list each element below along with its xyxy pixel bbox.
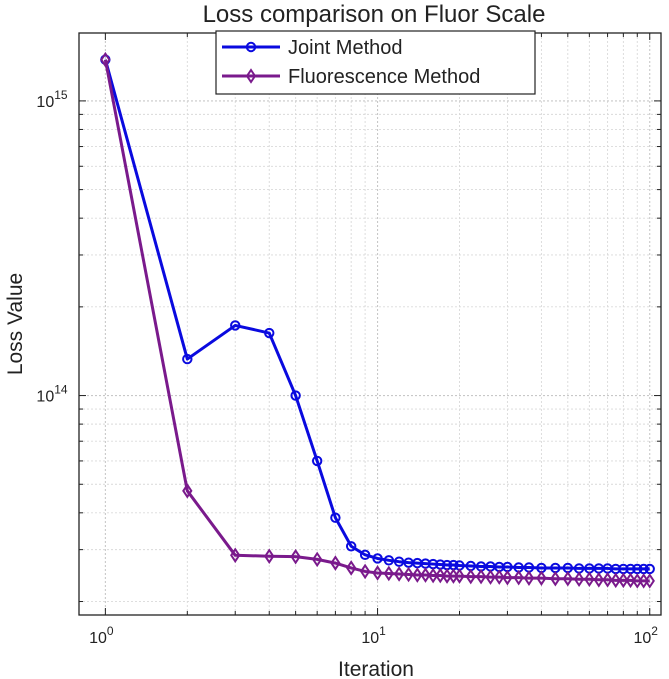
data-point <box>393 566 405 582</box>
legend-label-fluorescence: Fluorescence Method <box>288 66 480 88</box>
series-group <box>100 51 655 589</box>
data-point <box>618 572 629 589</box>
data-point <box>435 567 446 584</box>
legend-label-joint: Joint Method <box>288 37 403 59</box>
data-point <box>264 548 275 564</box>
data-point <box>311 455 323 467</box>
x-tick-labels: 100 101 102 <box>89 624 658 647</box>
data-point <box>330 555 341 571</box>
x-tick-label: 100 <box>89 624 114 647</box>
axis-ticks <box>79 33 661 615</box>
data-point <box>359 563 371 580</box>
data-point <box>290 548 301 565</box>
data-point <box>427 567 439 584</box>
data-point <box>230 547 241 564</box>
data-point <box>465 568 476 585</box>
legend-marker-circle <box>245 41 257 53</box>
data-point <box>100 51 111 68</box>
y-axis-label: Loss Value <box>4 273 27 375</box>
data-point <box>345 560 357 576</box>
y-tick-label: 1014 <box>36 383 67 406</box>
data-point <box>494 569 505 585</box>
data-point <box>485 569 496 585</box>
data-point <box>550 570 561 587</box>
legend-box <box>215 30 536 95</box>
data-point <box>372 565 383 581</box>
legend-entry-joint: Joint Method <box>222 37 403 59</box>
data-point <box>290 390 301 401</box>
legend-entry-fluorescence: Fluorescence Method <box>222 66 480 88</box>
data-point <box>412 567 423 583</box>
data-point <box>536 570 547 586</box>
data-point <box>182 353 193 365</box>
data-point <box>523 570 535 586</box>
data-point <box>475 568 487 585</box>
data-point <box>610 572 621 589</box>
data-point <box>230 320 241 331</box>
plot-area <box>78 32 662 616</box>
data-point <box>644 573 655 589</box>
x-tick-label: 101 <box>361 624 386 647</box>
chart-title: Loss comparison on Fluor Scale <box>203 1 546 28</box>
legend-marker-diamond <box>245 68 257 84</box>
data-point <box>573 571 585 588</box>
grid <box>79 33 661 615</box>
data-point <box>513 569 524 586</box>
data-point <box>502 569 513 586</box>
data-point <box>602 571 613 588</box>
data-point <box>403 566 414 583</box>
data-point <box>345 541 357 552</box>
data-point <box>584 571 595 588</box>
data-point <box>182 483 193 499</box>
data-point <box>420 567 431 583</box>
data-point <box>311 551 323 568</box>
y-tick-labels: 1014 1015 <box>36 88 67 406</box>
x-axis-label: Iteration <box>338 658 414 679</box>
y-tick-label: 1015 <box>36 88 67 111</box>
data-point <box>562 570 574 587</box>
data-point <box>393 556 405 567</box>
series-fluorescence-method <box>100 51 655 589</box>
data-point <box>383 555 395 566</box>
data-point <box>359 549 371 561</box>
data-point <box>372 553 383 564</box>
legend: Joint Method Fluorescence Method <box>215 30 536 95</box>
data-point <box>383 565 395 582</box>
data-point <box>330 512 341 523</box>
data-point <box>625 572 636 589</box>
data-point <box>593 571 605 588</box>
data-point <box>454 568 465 584</box>
data-point <box>264 327 275 339</box>
x-tick-label: 102 <box>633 624 658 647</box>
